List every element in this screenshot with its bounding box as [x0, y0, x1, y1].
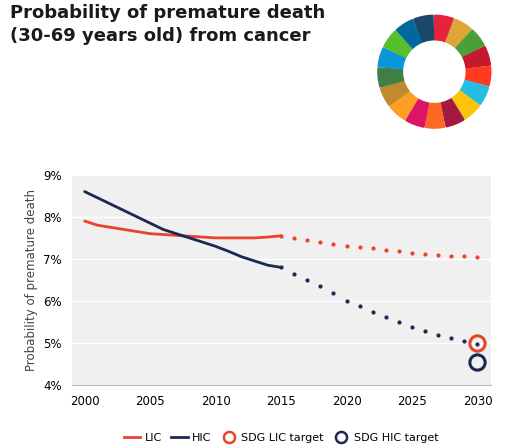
Text: Probability of premature death
(30-69 years old) from cancer: Probability of premature death (30-69 ye… [10, 4, 326, 45]
Wedge shape [397, 20, 422, 48]
Wedge shape [463, 47, 491, 68]
Y-axis label: Probability of premature death: Probability of premature death [25, 189, 38, 371]
Wedge shape [441, 99, 464, 127]
Wedge shape [452, 91, 479, 119]
Wedge shape [381, 81, 409, 106]
Wedge shape [406, 99, 429, 127]
Wedge shape [384, 31, 412, 57]
Wedge shape [446, 19, 471, 47]
Wedge shape [378, 48, 405, 69]
Wedge shape [465, 66, 491, 86]
Wedge shape [414, 15, 433, 42]
Wedge shape [426, 103, 445, 128]
Wedge shape [460, 80, 489, 104]
Legend: LIC, HIC, SDG LIC target, SDG HIC target: LIC, HIC, SDG LIC target, SDG HIC target [119, 429, 443, 448]
Wedge shape [456, 30, 484, 57]
Wedge shape [434, 15, 453, 42]
Wedge shape [390, 91, 417, 120]
Wedge shape [378, 68, 404, 87]
